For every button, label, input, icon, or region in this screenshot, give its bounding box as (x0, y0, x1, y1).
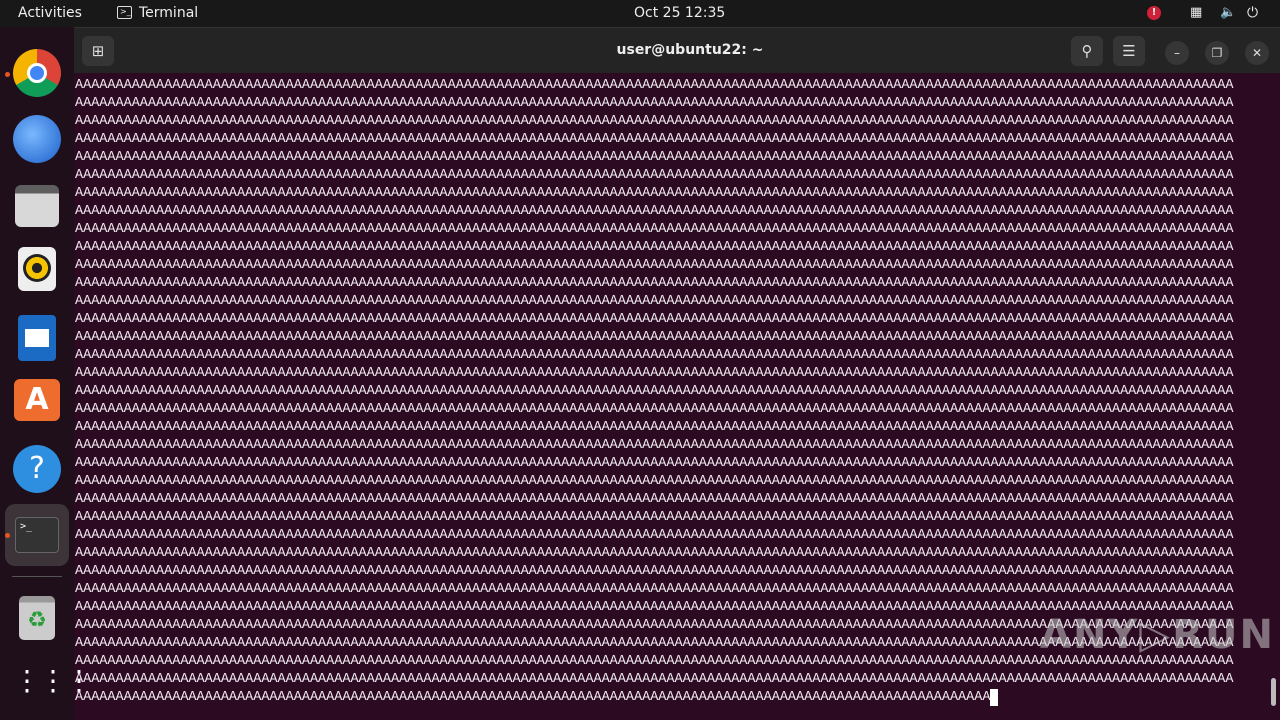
terminal-line: AAAAAAAAAAAAAAAAAAAAAAAAAAAAAAAAAAAAAAAA… (75, 438, 1234, 453)
maximize-button[interactable]: ❐ (1205, 41, 1229, 65)
terminal-line: AAAAAAAAAAAAAAAAAAAAAAAAAAAAAAAAAAAAAAAA… (75, 636, 1234, 651)
terminal-line: AAAAAAAAAAAAAAAAAAAAAAAAAAAAAAAAAAAAAAAA… (75, 564, 1234, 579)
power-icon[interactable]: ⏻ (1247, 5, 1259, 21)
anyrun-watermark: ANY▷RUN (1040, 612, 1275, 658)
terminal-line: AAAAAAAAAAAAAAAAAAAAAAAAAAAAAAAAAAAAAAAA… (75, 258, 1234, 273)
writer-icon[interactable] (18, 315, 56, 361)
minimize-button[interactable]: – (1165, 41, 1189, 65)
terminal-line: AAAAAAAAAAAAAAAAAAAAAAAAAAAAAAAAAAAAAAAA… (75, 150, 1234, 165)
trash-icon[interactable]: ♻ (19, 596, 55, 640)
terminal-line: AAAAAAAAAAAAAAAAAAAAAAAAAAAAAAAAAAAAAAAA… (75, 366, 1234, 381)
software-icon[interactable]: A (14, 379, 60, 421)
thunderbird-icon[interactable] (13, 115, 61, 163)
chrome-icon[interactable] (13, 49, 61, 97)
help-icon[interactable]: ? (13, 445, 61, 493)
terminal-line: AAAAAAAAAAAAAAAAAAAAAAAAAAAAAAAAAAAAAAAA… (75, 330, 1234, 345)
terminal-line: AAAAAAAAAAAAAAAAAAAAAAAAAAAAAAAAAAAAAAAA… (75, 600, 1234, 615)
new-tab-button[interactable]: ⊞ (82, 36, 114, 66)
terminal-line: AAAAAAAAAAAAAAAAAAAAAAAAAAAAAAAAAAAAAAAA… (75, 456, 1234, 471)
terminal-line: AAAAAAAAAAAAAAAAAAAAAAAAAAAAAAAAAAAAAAAA… (75, 528, 1234, 543)
terminal-line: AAAAAAAAAAAAAAAAAAAAAAAAAAAAAAAAAAAAAAAA… (75, 276, 1234, 291)
terminal-headerbar: ⊞ user@ubuntu22: ~ ⚲ ☰ – ❐ ✕ (74, 27, 1280, 73)
alert-icon[interactable]: ! (1147, 6, 1161, 20)
app-menu-terminal[interactable]: Terminal (139, 5, 199, 21)
terminal-line: AAAAAAAAAAAAAAAAAAAAAAAAAAAAAAAAAAAAAAAA… (75, 402, 1234, 417)
terminal-app-icon: >_ (117, 6, 132, 19)
terminal-line: AAAAAAAAAAAAAAAAAAAAAAAAAAAAAAAAAAAAAAAA… (75, 96, 1234, 111)
terminal-line: AAAAAAAAAAAAAAAAAAAAAAAAAAAAAAAAAAAAAAAA… (75, 240, 1234, 255)
terminal-line: AAAAAAAAAAAAAAAAAAAAAAAAAAAAAAAAAAAAAAAA… (75, 474, 1234, 489)
terminal-line: AAAAAAAAAAAAAAAAAAAAAAAAAAAAAAAAAAAAAAAA… (75, 672, 1234, 687)
terminal-line: AAAAAAAAAAAAAAAAAAAAAAAAAAAAAAAAAAAAAAAA… (75, 492, 1234, 507)
terminal-line: AAAAAAAAAAAAAAAAAAAAAAAAAAAAAAAAAAAAAAAA… (75, 348, 1234, 363)
terminal-line: AAAAAAAAAAAAAAAAAAAAAAAAAAAAAAAAAAAAAAAA… (75, 222, 1234, 237)
terminal-output[interactable]: AAAAAAAAAAAAAAAAAAAAAAAAAAAAAAAAAAAAAAAA… (75, 77, 1270, 720)
terminal-line: AAAAAAAAAAAAAAAAAAAAAAAAAAAAAAAAAAAAAAAA… (75, 132, 1234, 147)
running-indicator (5, 72, 10, 77)
terminal-line: AAAAAAAAAAAAAAAAAAAAAAAAAAAAAAAAAAAAAAAA… (75, 186, 1234, 201)
terminal-line: AAAAAAAAAAAAAAAAAAAAAAAAAAAAAAAAAAAAAAAA… (75, 204, 1234, 219)
scrollbar[interactable] (1271, 678, 1276, 706)
terminal-line: AAAAAAAAAAAAAAAAAAAAAAAAAAAAAAAAAAAAAAAA… (75, 384, 1234, 399)
files-icon[interactable] (15, 185, 59, 227)
terminal-line: AAAAAAAAAAAAAAAAAAAAAAAAAAAAAAAAAAAAAAAA… (75, 420, 1234, 435)
dock: A ? >_ ♻ ⋮⋮⋮ (0, 27, 93, 720)
terminal-line: AAAAAAAAAAAAAAAAAAAAAAAAAAAAAAAAAAAAAAAA… (75, 78, 1234, 93)
search-button[interactable]: ⚲ (1071, 36, 1103, 66)
clock[interactable]: Oct 25 12:35 (634, 5, 726, 21)
terminal-line: AAAAAAAAAAAAAAAAAAAAAAAAAAAAAAAAAAAAAAAA… (75, 618, 1234, 633)
terminal-line: AAAAAAAAAAAAAAAAAAAAAAAAAAAAAAAAAAAAAAAA… (75, 510, 1234, 525)
terminal-line: AAAAAAAAAAAAAAAAAAAAAAAAAAAAAAAAAAAAAAAA… (75, 690, 991, 705)
terminal-icon: >_ (15, 517, 59, 553)
terminal-line: AAAAAAAAAAAAAAAAAAAAAAAAAAAAAAAAAAAAAAAA… (75, 312, 1234, 327)
terminal-line: AAAAAAAAAAAAAAAAAAAAAAAAAAAAAAAAAAAAAAAA… (75, 654, 1234, 669)
rhythmbox-icon[interactable] (18, 247, 56, 291)
terminal-line: AAAAAAAAAAAAAAAAAAAAAAAAAAAAAAAAAAAAAAAA… (75, 294, 1234, 309)
terminal-line: AAAAAAAAAAAAAAAAAAAAAAAAAAAAAAAAAAAAAAAA… (75, 114, 1234, 129)
terminal-line: AAAAAAAAAAAAAAAAAAAAAAAAAAAAAAAAAAAAAAAA… (75, 546, 1234, 561)
terminal-line: AAAAAAAAAAAAAAAAAAAAAAAAAAAAAAAAAAAAAAAA… (75, 168, 1234, 183)
dock-item-terminal-active[interactable]: >_ (5, 504, 69, 566)
close-button[interactable]: ✕ (1245, 41, 1269, 65)
top-bar: Activities >_ Terminal Oct 25 12:35 ! ▦ … (0, 0, 1280, 27)
network-icon[interactable]: ▦ (1190, 5, 1203, 20)
show-apps-icon[interactable]: ⋮⋮⋮ (13, 664, 93, 697)
window-title: user@ubuntu22: ~ (616, 42, 764, 58)
menu-button[interactable]: ☰ (1113, 36, 1145, 66)
dock-separator (12, 576, 62, 577)
activities-button[interactable]: Activities (18, 5, 82, 21)
terminal-line: AAAAAAAAAAAAAAAAAAAAAAAAAAAAAAAAAAAAAAAA… (75, 582, 1234, 597)
text-cursor (990, 689, 999, 706)
volume-icon[interactable]: 🔈 (1220, 5, 1237, 20)
running-indicator (5, 533, 10, 538)
